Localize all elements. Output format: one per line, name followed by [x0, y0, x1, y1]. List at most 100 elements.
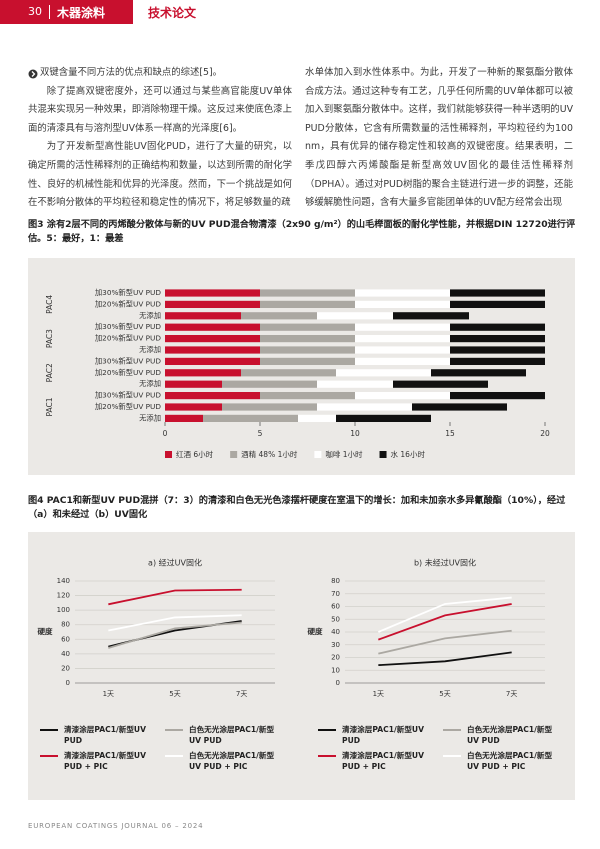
x-tick-label: 1天 [103, 690, 114, 698]
data-line [108, 621, 242, 649]
y-tick-label: 140 [57, 577, 70, 585]
right-column: 水单体加入到水性体系中。为此，开发了一种新的聚氨酯分散体合成方法。通过这种专有工… [305, 64, 573, 213]
bar-segment [317, 312, 393, 320]
x-tick-label: 5天 [439, 690, 450, 698]
data-line [108, 588, 242, 606]
bar-segment [165, 369, 241, 377]
bullet-icon [28, 69, 38, 79]
legend-line [318, 729, 336, 731]
legend-line [40, 755, 58, 757]
y-tick-label: 70 [331, 590, 340, 598]
category-label: 无添加 [139, 345, 161, 354]
y-tick-label: 80 [331, 577, 340, 585]
x-tick-label: 7天 [506, 690, 517, 698]
bar-segment [165, 289, 260, 297]
section-title: 木器涂料 [57, 6, 106, 20]
paragraph: 双键含量不同方法的优点和缺点的综述[5]。 [40, 67, 223, 78]
chart-title: b) 未经过UV固化 [414, 558, 476, 568]
bar-segment [203, 414, 298, 422]
figure-caption: 图3 涂有2层不同的丙烯酸分散体与新的UV PUD混合物清漆（2x90 g/m²… [28, 219, 576, 244]
legend-label: 白色无光涂层PAC1/新型UV PUD [467, 725, 553, 745]
x-tick-label: 20 [540, 429, 550, 438]
data-line [378, 629, 512, 655]
y-tick-label: 60 [331, 603, 340, 611]
legend-label: 清漆涂层PAC1/新型UV PUD + PIC [64, 751, 146, 771]
footer: EUROPEAN COATINGS JOURNAL 06 – 2024 [28, 822, 204, 830]
category-label: 加20%新型UV PUD [95, 299, 162, 308]
y-tick-label: 80 [61, 621, 70, 629]
bar-segment [260, 346, 355, 354]
category-label: 加20%新型UV PUD [95, 368, 162, 377]
bar-segment [165, 312, 241, 320]
x-tick-label: 15 [445, 429, 455, 438]
bar-segment [165, 357, 260, 365]
bar-segment [260, 392, 355, 400]
group-label: PAC4 [45, 295, 54, 314]
page-number: 30 [28, 5, 42, 18]
legend-label: 咖啡 1小时 [325, 449, 363, 459]
group-label: PAC2 [45, 363, 54, 382]
bar-segment [165, 335, 260, 343]
bar-segment [241, 312, 317, 320]
y-tick-label: 40 [61, 650, 70, 658]
bar-segment [165, 346, 260, 354]
bar-segment [165, 323, 260, 331]
bar-segment [355, 357, 450, 365]
y-tick-label: 40 [331, 628, 340, 636]
group-label: PAC3 [45, 329, 54, 348]
legend-line [165, 729, 183, 731]
bar-segment [450, 357, 545, 365]
bar-segment [241, 369, 336, 377]
chart-title: a) 经过UV固化 [148, 558, 202, 568]
bar-segment [165, 380, 222, 388]
legend-line [165, 755, 183, 757]
category-label: 加30%新型UV PUD [95, 322, 162, 331]
bar-segment [450, 392, 545, 400]
legend-swatch [379, 451, 387, 458]
paragraph: 水单体加入到水性体系中。为此，开发了一种新的聚氨酯分散体合成方法。通过这种专有工… [305, 67, 573, 209]
data-line [378, 651, 512, 667]
legend-label: 白色无光涂层PAC1/新型UV PUD + PIC [189, 751, 275, 771]
data-line [377, 596, 512, 633]
bar-segment [260, 323, 355, 331]
y-tick-label: 10 [331, 666, 340, 674]
bar-segment [222, 380, 317, 388]
divider [49, 5, 50, 19]
y-tick-label: 100 [57, 606, 70, 614]
legend-line [40, 729, 58, 731]
y-tick-label: 20 [61, 664, 70, 672]
legend-label: 清漆涂层PAC1/新型UV PUD + PIC [342, 751, 424, 771]
bar-segment [317, 380, 393, 388]
figure-caption: 图4 PAC1和新型UV PUD混拼（7：3）的清漆和白色无光色漆摆杆硬度在室温… [28, 495, 566, 520]
bar-segment [450, 300, 545, 308]
bar-segment [336, 369, 431, 377]
paragraph: 为了开发新型高性能UV固化PUD，进行了大量的研究，以确定所需的活性稀释剂的正确… [28, 141, 292, 209]
category-label: 加30%新型UV PUD [95, 391, 162, 400]
bar-segment [298, 414, 336, 422]
bar-segment [260, 289, 355, 297]
legend-swatch [165, 451, 172, 458]
x-tick-label: 1天 [373, 690, 384, 698]
bar-segment [355, 346, 450, 354]
x-tick-label: 5 [258, 429, 263, 438]
x-tick-label: 5天 [169, 690, 180, 698]
bar-segment [165, 392, 260, 400]
y-tick-label: 0 [66, 679, 70, 687]
y-tick-label: 60 [61, 635, 70, 643]
y-tick-label: 50 [331, 615, 340, 623]
legend-label: 酒精 48% 1小时 [241, 449, 298, 459]
category-label: 无添加 [139, 379, 161, 388]
y-tick-label: 20 [331, 654, 340, 662]
legend-swatch [314, 451, 322, 458]
left-column: 双键含量不同方法的优点和缺点的综述[5]。 除了提高双键密度外，还可以通过与某些… [28, 64, 292, 213]
bar-segment [450, 346, 545, 354]
bar-segment [355, 335, 450, 343]
category-label: 无添加 [139, 311, 161, 320]
bar-segment [450, 323, 545, 331]
bar-segment [431, 369, 526, 377]
legend-label: 白色无光涂层PAC1/新型UV PUD [189, 725, 275, 745]
x-tick-label: 10 [350, 429, 360, 438]
legend-line [443, 729, 461, 731]
